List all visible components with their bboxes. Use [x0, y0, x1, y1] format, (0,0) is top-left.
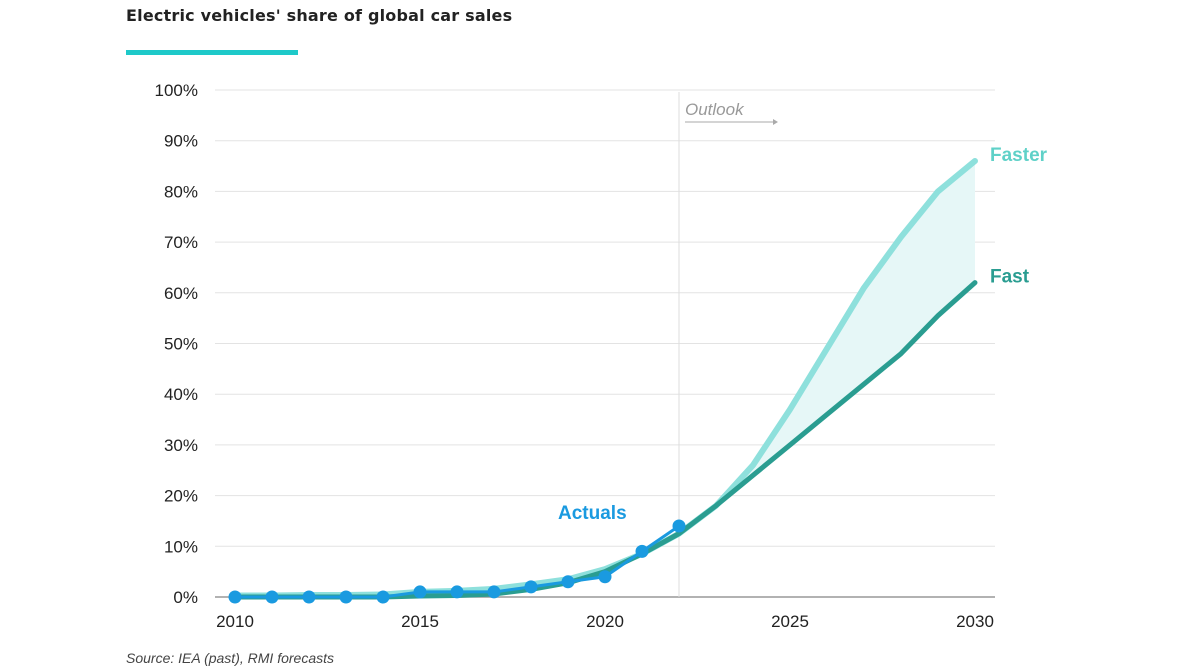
series-label-actuals: Actuals — [558, 503, 627, 524]
y-tick-label: 30% — [164, 436, 198, 455]
actuals-point — [376, 590, 390, 604]
y-tick-label: 20% — [164, 487, 198, 506]
y-tick-label: 90% — [164, 132, 198, 151]
y-tick-label: 0% — [173, 588, 198, 607]
actuals-point — [339, 590, 353, 604]
y-tick-label: 10% — [164, 537, 198, 556]
y-tick-label: 40% — [164, 385, 198, 404]
outlook-arrowhead-icon — [773, 119, 778, 125]
actuals-point — [265, 590, 279, 604]
x-tick-label: 2015 — [401, 612, 439, 631]
scenario-band — [679, 160, 975, 534]
actuals-point — [413, 585, 427, 599]
actuals-point — [524, 580, 538, 594]
actuals-point — [672, 519, 686, 533]
series-label-fast: Fast — [990, 267, 1030, 288]
actuals-point — [302, 590, 316, 604]
x-tick-label: 2030 — [956, 612, 994, 631]
title-accent-bar — [126, 50, 298, 55]
source-note: Source: IEA (past), RMI forecasts — [126, 650, 334, 666]
actuals-point — [561, 575, 575, 589]
y-tick-label: 50% — [164, 335, 198, 354]
actuals-point — [450, 585, 464, 599]
x-tick-label: 2020 — [586, 612, 624, 631]
x-tick-label: 2025 — [771, 612, 809, 631]
y-tick-label: 70% — [164, 233, 198, 252]
actuals-point — [635, 544, 649, 558]
actuals-point — [598, 570, 612, 584]
chart-title: Electric vehicles' share of global car s… — [126, 6, 513, 25]
y-tick-label: 100% — [155, 81, 198, 100]
x-tick-label: 2010 — [216, 612, 254, 631]
series-label-faster: Faster — [990, 145, 1048, 166]
outlook-label: Outlook — [685, 100, 745, 119]
actuals-point — [228, 590, 242, 604]
actuals-point — [487, 585, 501, 599]
y-tick-label: 60% — [164, 284, 198, 303]
y-tick-label: 80% — [164, 182, 198, 201]
